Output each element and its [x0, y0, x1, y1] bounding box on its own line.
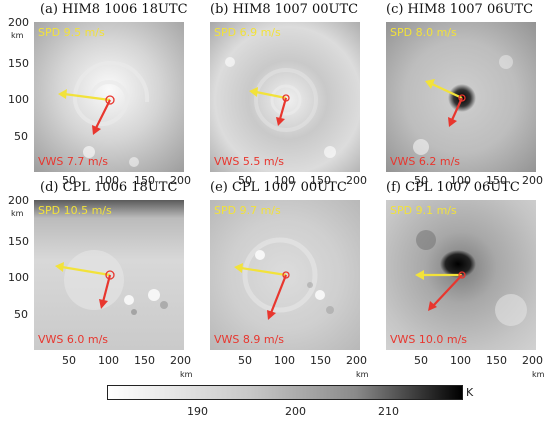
panel-title-e: (e) CPL 1007 00UTC	[210, 180, 347, 195]
x-tick-100: 100	[98, 174, 119, 187]
colorbar-label-200: 200	[285, 405, 306, 418]
panel-title-c: (c) HIM8 1007 06UTC	[386, 2, 534, 17]
x-unit: km	[532, 370, 545, 379]
x-tick-50: 50	[238, 354, 252, 367]
vws-arrowhead	[276, 117, 285, 126]
x-tick-100: 100	[98, 354, 119, 367]
vws-arrowhead	[99, 299, 108, 309]
panel-title-a: (a) HIM8 1006 18UTC	[40, 2, 188, 17]
y-tick-50: 50	[14, 130, 28, 143]
panel-b: SPD 6.9 m/s VWS 5.5 m/s	[210, 22, 360, 172]
vws-label: VWS 6.2 m/s	[390, 155, 461, 168]
vws-arrow	[95, 99, 111, 129]
y-tick-200: 200	[8, 16, 29, 29]
x-tick-150: 150	[310, 174, 331, 187]
vws-label: VWS 8.9 m/s	[214, 333, 285, 346]
vws-arrow	[450, 97, 464, 121]
vws-label: VWS 10.0 m/s	[390, 333, 468, 346]
x-tick-50: 50	[414, 354, 428, 367]
brightness-temperature-image	[34, 200, 184, 350]
vws-arrowhead	[448, 117, 457, 127]
panel-f: SPD 9.1 m/s VWS 10.0 m/s	[386, 200, 536, 350]
x-tick-200: 200	[170, 174, 191, 187]
x-tick-100: 100	[274, 174, 295, 187]
y-tick-100: 100	[8, 93, 29, 106]
colorbar-unit: K	[466, 386, 474, 399]
spd-arrowhead	[234, 263, 243, 273]
spd-arrow	[61, 265, 111, 277]
spd-label: SPD 9.5 m/s	[38, 26, 105, 39]
x-tick-200: 200	[170, 354, 191, 367]
spd-arrowhead	[58, 89, 67, 99]
vws-label: VWS 7.7 m/s	[38, 155, 109, 168]
x-unit: km	[180, 370, 193, 379]
y-tick-150: 150	[8, 235, 29, 248]
colorbar	[107, 385, 463, 400]
panel-d: SPD 10.5 m/s VWS 6.0 m/s	[34, 200, 184, 350]
y-tick-200: 200	[8, 194, 29, 207]
vws-label: VWS 5.5 m/s	[214, 155, 285, 168]
spd-arrow	[240, 266, 287, 277]
spd-label: SPD 6.9 m/s	[214, 26, 281, 39]
x-tick-50: 50	[62, 354, 76, 367]
colorbar-label-210: 210	[378, 405, 399, 418]
x-tick-150: 150	[134, 354, 155, 367]
center-marker	[458, 271, 466, 279]
brightness-temperature-image	[210, 200, 360, 350]
panel-c: SPD 8.0 m/s VWS 6.2 m/s	[386, 22, 536, 172]
x-tick-150: 150	[486, 354, 507, 367]
center-marker	[282, 271, 290, 279]
x-tick-200: 200	[522, 354, 543, 367]
brightness-temperature-image	[386, 200, 536, 350]
panel-title-b: (b) HIM8 1007 00UTC	[210, 2, 359, 17]
y-unit: km	[11, 31, 24, 40]
y-tick-50: 50	[14, 308, 28, 321]
center-marker	[105, 95, 115, 105]
spd-arrow	[255, 90, 287, 100]
center-marker	[458, 94, 466, 102]
x-tick-150: 150	[310, 354, 331, 367]
colorbar-label-190: 190	[187, 405, 208, 418]
spd-label: SPD 8.0 m/s	[390, 26, 457, 39]
spd-arrowhead	[425, 79, 435, 89]
y-tick-100: 100	[8, 271, 29, 284]
x-tick-100: 100	[274, 354, 295, 367]
x-tick-150: 150	[134, 174, 155, 187]
x-tick-100: 100	[450, 174, 471, 187]
spd-arrowhead	[55, 262, 64, 272]
x-unit: km	[356, 370, 369, 379]
x-tick-200: 200	[522, 174, 543, 187]
panel-title-f: (f) CPL 1007 06UTC	[386, 180, 520, 195]
center-marker	[282, 94, 290, 102]
y-unit: km	[11, 209, 24, 218]
spd-label: SPD 9.7 m/s	[214, 204, 281, 217]
brightness-temperature-image	[34, 22, 184, 172]
vws-arrow	[432, 274, 463, 307]
panel-title-d: (d) CPL 1006 18UTC	[40, 180, 178, 195]
spd-arrowhead	[415, 270, 424, 280]
y-tick-150: 150	[8, 57, 29, 70]
vws-arrow	[269, 274, 288, 314]
panel-a: SPD 9.5 m/s VWS 7.7 m/s	[34, 22, 184, 172]
vws-label: VWS 6.0 m/s	[38, 333, 109, 346]
spd-arrow	[431, 83, 463, 99]
vws-arrowhead	[428, 301, 437, 311]
spd-arrow	[63, 92, 111, 102]
x-tick-200: 200	[346, 174, 367, 187]
x-tick-150: 150	[486, 174, 507, 187]
vws-arrowhead	[267, 310, 276, 320]
center-marker	[105, 270, 115, 280]
x-tick-100: 100	[450, 354, 471, 367]
panel-e: SPD 9.7 m/s VWS 8.9 m/s	[210, 200, 360, 350]
spd-label: SPD 10.5 m/s	[38, 204, 112, 217]
vws-arrowhead	[92, 125, 101, 135]
x-tick-50: 50	[62, 174, 76, 187]
spd-arrowhead	[249, 87, 258, 97]
x-tick-200: 200	[346, 354, 367, 367]
spd-label: SPD 9.1 m/s	[390, 204, 457, 217]
brightness-temperature-image	[210, 22, 360, 172]
x-tick-50: 50	[414, 174, 428, 187]
x-tick-50: 50	[238, 174, 252, 187]
brightness-temperature-image	[386, 22, 536, 172]
